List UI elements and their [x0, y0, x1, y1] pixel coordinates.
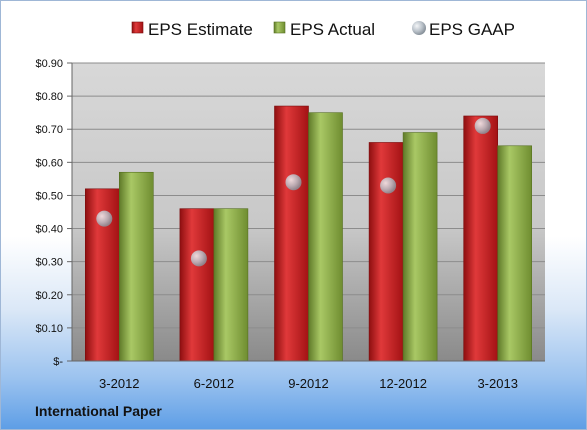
marker-eps-gaap	[474, 117, 491, 134]
bar-eps-actual	[119, 171, 154, 362]
legend: EPS Estimate EPS Actual EPS GAAP	[131, 20, 515, 39]
bars	[85, 105, 533, 362]
x-axis: 3-2012 6-2012 9-2012 12-2012 3-2013	[72, 360, 545, 391]
legend-label: EPS Estimate	[148, 20, 253, 39]
y-tick-label: $0.60	[35, 157, 63, 169]
legend-swatch	[131, 21, 144, 34]
y-tick-label: $0.10	[35, 323, 63, 335]
y-tick-label: $-	[53, 356, 63, 368]
bar-eps-estimate	[274, 105, 309, 362]
y-tick-label: $0.90	[35, 58, 63, 70]
company-name: International Paper	[35, 403, 162, 419]
gaap-markers	[96, 117, 491, 267]
bar-eps-actual	[497, 145, 533, 362]
bar-eps-actual	[402, 132, 438, 362]
legend-swatch	[412, 21, 426, 35]
x-tick-label: 12-2012	[379, 376, 427, 391]
y-tick-label: $0.70	[35, 124, 63, 136]
bar-eps-actual	[308, 112, 343, 362]
legend-label: EPS Actual	[290, 20, 375, 39]
bar-eps-estimate	[368, 142, 404, 362]
y-tick-label: $0.20	[35, 290, 63, 302]
bar-eps-estimate	[179, 208, 215, 362]
x-tick-label: 3-2012	[99, 376, 139, 391]
y-tick-label: $0.40	[35, 224, 63, 236]
marker-eps-gaap	[380, 177, 397, 194]
legend-swatch	[273, 21, 286, 34]
y-tick-label: $0.50	[35, 190, 63, 202]
y-tick-label: $0.30	[35, 257, 63, 269]
x-tick-label: 3-2013	[477, 376, 517, 391]
x-tick-label: 6-2012	[194, 376, 234, 391]
legend-label: EPS GAAP	[429, 20, 515, 39]
bar-eps-estimate	[463, 115, 499, 362]
marker-eps-gaap	[96, 210, 113, 227]
y-axis: $- $0.10 $0.20 $0.30 $0.40 $0.50 $0.60 $0.70 $0.…	[35, 58, 73, 368]
bar-eps-actual	[213, 208, 249, 362]
y-tick-label: $0.80	[35, 91, 63, 103]
marker-eps-gaap	[190, 250, 207, 267]
x-tick-label: 9-2012	[288, 376, 328, 391]
marker-eps-gaap	[285, 174, 302, 191]
